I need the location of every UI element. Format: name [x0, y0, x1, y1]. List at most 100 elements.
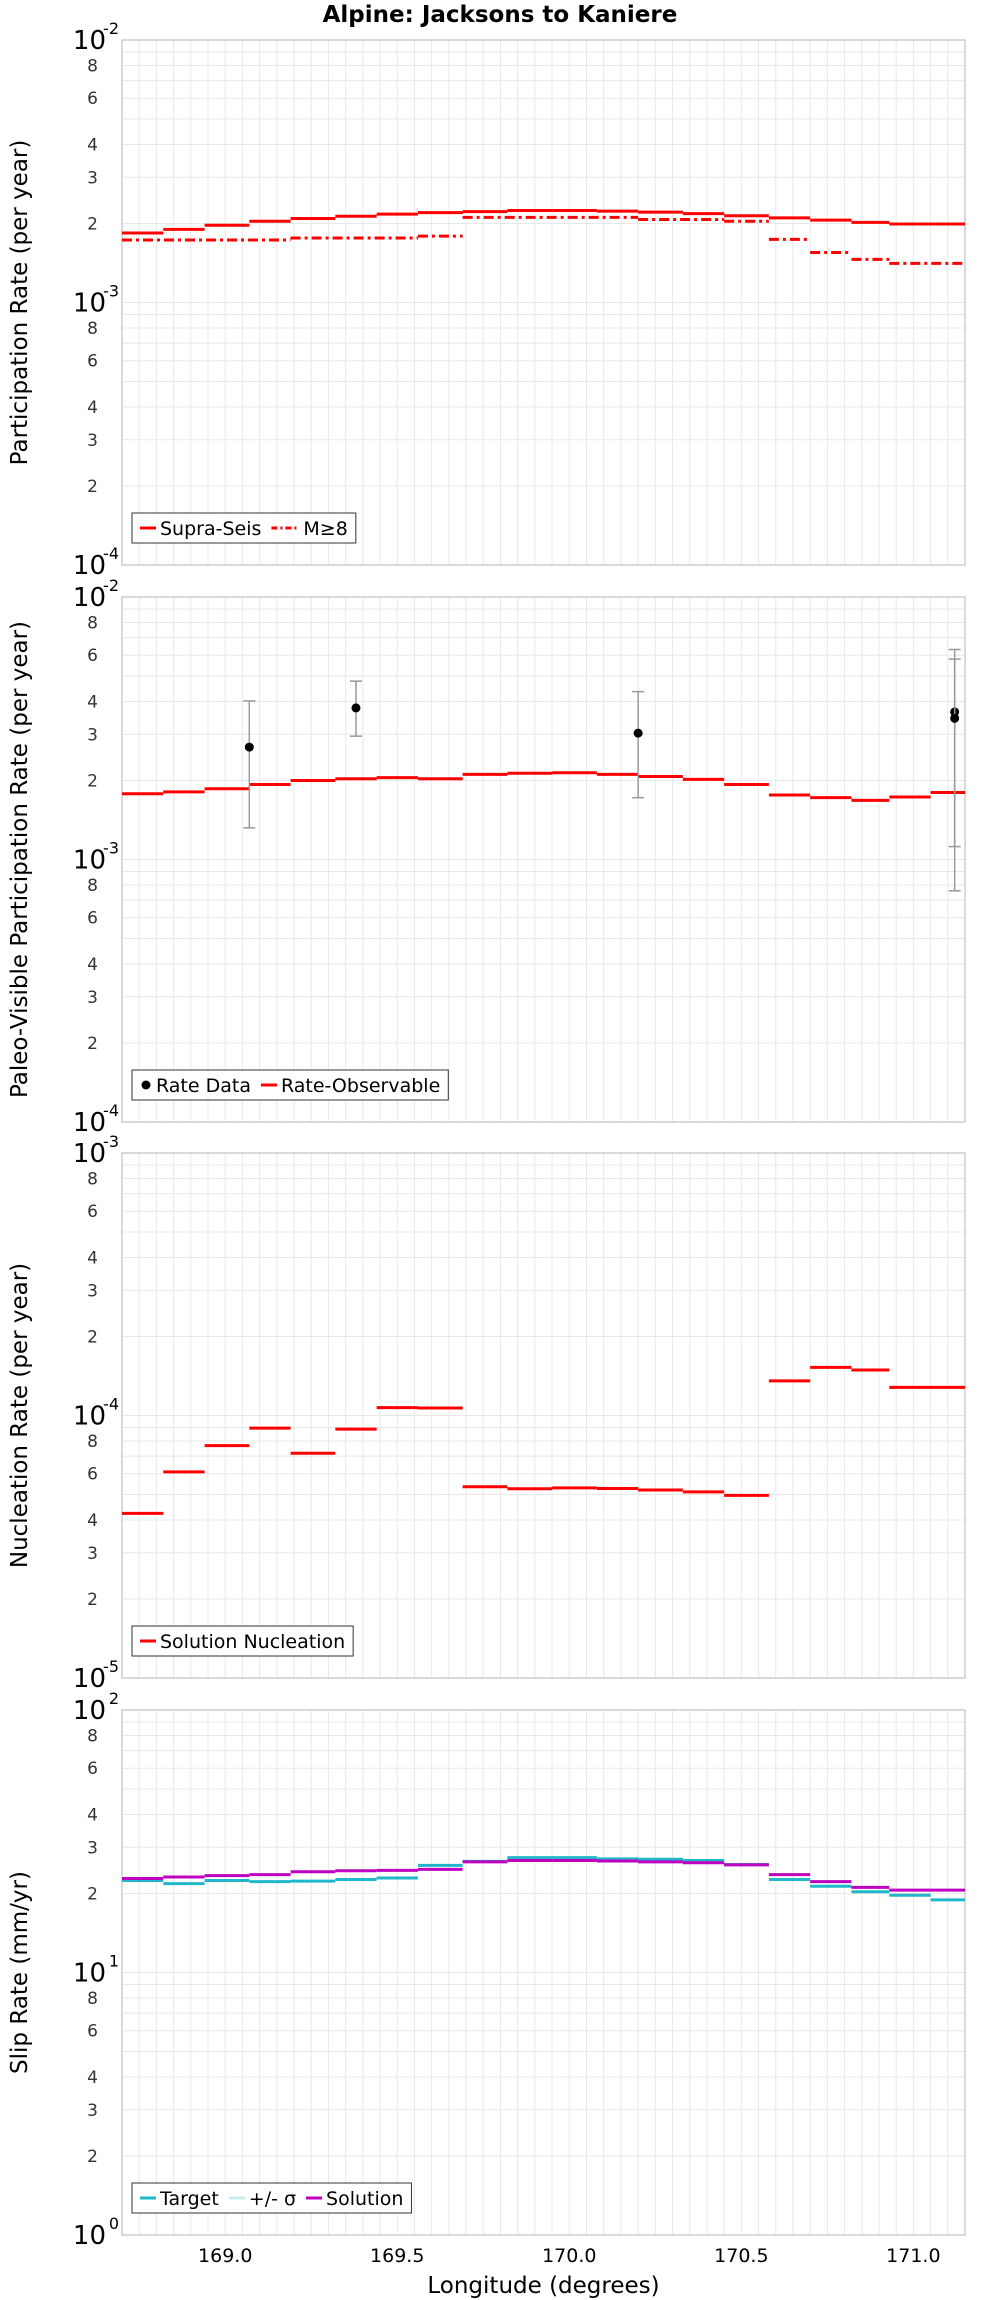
- x-tick-label: 169.5: [370, 2245, 424, 2267]
- legend-item: +/- σ: [228, 2188, 296, 2210]
- y-tick-label: 2: [87, 1884, 98, 1904]
- y-tick-label: 6: [87, 1202, 98, 1222]
- y-tick-label: 3: [87, 1838, 98, 1858]
- x-tick-label: 170.0: [542, 2245, 596, 2267]
- plot-frame: [121, 1709, 966, 2236]
- series-supra-seis: [122, 209, 965, 235]
- legend: Solution Nucleation: [131, 1625, 354, 1657]
- y-tick-label: 2: [87, 2147, 98, 2167]
- y-tick-exponent: 2: [109, 1689, 119, 1708]
- y-tick-label: 6: [87, 909, 98, 929]
- y-tick-label: 6: [87, 2022, 98, 2042]
- gridlines: [122, 1153, 966, 1679]
- y-tick-exponent: 0: [109, 2214, 119, 2233]
- y-tick-exponent: -3: [103, 1132, 119, 1151]
- y-tick-label: 4: [87, 692, 98, 712]
- y-tick-label: 8: [87, 319, 98, 339]
- y-tick-label: 3: [87, 431, 98, 451]
- legend-label: Target: [159, 2188, 219, 2210]
- y-axis-label: Participation Rate (per year): [7, 140, 33, 466]
- y-tick-label: 3: [87, 168, 98, 188]
- y-tick-label: 8: [87, 1989, 98, 2009]
- data-dot: [950, 713, 960, 723]
- data-dot: [351, 703, 361, 713]
- y-tick-label: 6: [87, 352, 98, 372]
- y-tick-label: 2: [87, 771, 98, 791]
- y-tick-label: 10: [73, 1139, 106, 1169]
- legend: Supra-Seis M≥8: [131, 512, 357, 544]
- y-tick-label: 10: [73, 1108, 106, 1138]
- y-tick-label: 6: [87, 1465, 98, 1485]
- y-tick-label: 4: [87, 1511, 98, 1531]
- y-tick-label: 6: [87, 646, 98, 666]
- y-tick-label: 2: [87, 1590, 98, 1610]
- y-tick-label: 4: [87, 955, 98, 975]
- series-m-8: [122, 215, 965, 265]
- legend-box: [131, 1069, 449, 1101]
- y-tick-label: 3: [87, 725, 98, 745]
- y-tick-label: 10: [73, 26, 106, 56]
- y-tick-label: 4: [87, 1805, 98, 1825]
- y-tick-label: 3: [87, 2101, 98, 2121]
- x-tick-label: 169.0: [198, 2245, 252, 2267]
- plot-frame: [121, 39, 966, 566]
- y-tick-label: 2: [87, 1034, 98, 1054]
- legend-label: Supra-Seis: [160, 518, 261, 540]
- series-solution: [122, 1859, 965, 1892]
- y-tick-exponent: -3: [103, 282, 119, 301]
- legend-box: [131, 2182, 412, 2214]
- legend-item: Solution Nucleation: [140, 1631, 345, 1653]
- legend: Target +/- σ Solution: [131, 2182, 412, 2214]
- y-tick-label: 8: [87, 613, 98, 633]
- y-tick-label: 10: [73, 1402, 106, 1432]
- y-tick-label: 10: [73, 1959, 106, 1989]
- x-axis-label: Longitude (degrees): [427, 2273, 659, 2299]
- y-tick-label: 10: [73, 583, 106, 613]
- y-tick-label: 2: [87, 477, 98, 497]
- y-tick-label: 8: [87, 1432, 98, 1452]
- y-tick-label: 4: [87, 1248, 98, 1268]
- y-axis-label: Slip Rate (mm/yr): [7, 1871, 33, 2074]
- x-tick-label: 171.0: [886, 2245, 940, 2267]
- series-rate-observable: [122, 771, 965, 802]
- x-tick-labels: 169.0 169.5 170.0 170.5 171.0: [198, 2245, 941, 2267]
- y-tick-label: 6: [87, 1759, 98, 1779]
- gridlines: [122, 597, 966, 1123]
- legend-label: Solution Nucleation: [160, 1631, 345, 1653]
- rate-data-point: [948, 658, 961, 848]
- y-tick-label: 8: [87, 876, 98, 896]
- legend-label: Rate Data: [156, 1075, 251, 1097]
- y-tick-label: 4: [87, 135, 98, 155]
- y-tick-label: 8: [87, 1726, 98, 1746]
- rate-data-point: [349, 680, 362, 737]
- y-axis-label: Nucleation Rate (per year): [7, 1263, 33, 1568]
- y-tick-exponent: -2: [103, 576, 119, 595]
- legend-item: M≥8: [271, 518, 348, 540]
- rate-data-point: [243, 700, 256, 829]
- rate-data-point: [632, 690, 645, 799]
- data-dot: [244, 742, 254, 752]
- y-tick-exponent: -4: [103, 1101, 119, 1120]
- y-tick-label: 8: [87, 1169, 98, 1189]
- legend-box: [131, 1625, 354, 1657]
- legend: Rate Data Rate-Observable: [131, 1069, 449, 1101]
- legend-item: Rate Data: [141, 1075, 251, 1097]
- figure-title: Alpine: Jacksons to Kaniere: [322, 2, 678, 28]
- y-tick-label: 6: [87, 89, 98, 109]
- y-tick-exponent: -4: [103, 1395, 119, 1414]
- y-tick-exponent: -5: [103, 1657, 119, 1676]
- y-tick-label: 4: [87, 2068, 98, 2088]
- plot-frame: [121, 596, 966, 1123]
- plot-frame: [121, 1152, 966, 1679]
- legend-item: Target: [140, 2188, 219, 2210]
- y-tick-label: 10: [73, 1696, 106, 1726]
